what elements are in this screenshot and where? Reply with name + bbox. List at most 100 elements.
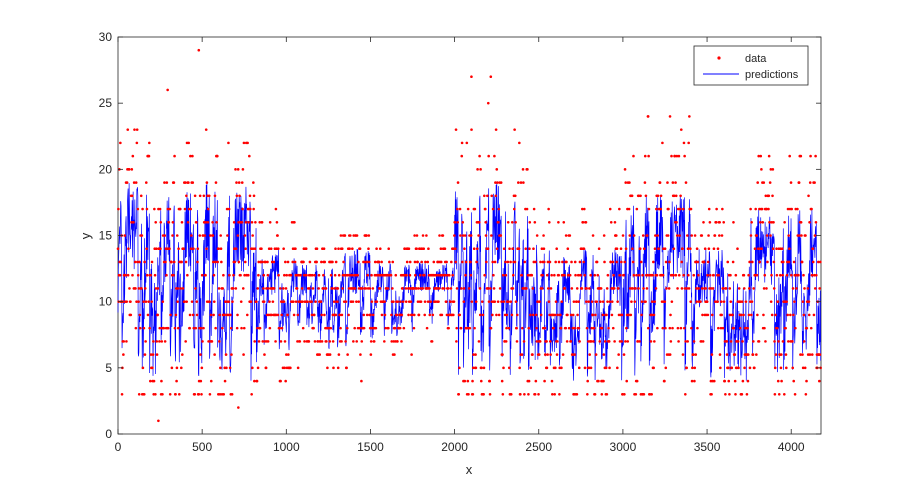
data-point (183, 207, 187, 211)
data-point (198, 234, 202, 237)
data-point (195, 220, 198, 224)
data-point (751, 260, 754, 264)
data-point (467, 393, 470, 396)
data-point (664, 260, 668, 264)
data-point (611, 260, 615, 264)
data-point (635, 207, 639, 211)
data-point (174, 393, 177, 396)
data-point (131, 273, 134, 277)
data-point (761, 220, 765, 224)
data-point (583, 273, 586, 277)
data-point (494, 194, 498, 198)
data-point (534, 260, 537, 264)
data-point (144, 300, 148, 303)
data-point (403, 247, 407, 251)
data-point (668, 260, 671, 264)
data-point (763, 326, 766, 330)
data-point (122, 340, 126, 343)
data-point (756, 181, 759, 184)
data-point (624, 340, 627, 343)
data-point (190, 234, 193, 237)
data-point (654, 287, 658, 290)
data-point (205, 181, 209, 184)
data-point (714, 220, 718, 224)
data-point (170, 366, 174, 370)
data-point (510, 313, 514, 317)
data-point (710, 353, 714, 356)
data-point (589, 273, 593, 277)
data-point (764, 194, 768, 198)
data-point (756, 247, 760, 251)
data-point (172, 260, 176, 264)
data-point (284, 260, 287, 264)
data-point (240, 181, 244, 184)
data-point (276, 313, 280, 317)
data-point (283, 340, 287, 343)
data-point (768, 181, 772, 184)
data-point (728, 313, 732, 317)
data-point (557, 220, 560, 224)
data-point (417, 287, 420, 290)
data-point (419, 300, 423, 303)
data-point (624, 247, 628, 251)
data-point (329, 326, 333, 330)
data-point (756, 313, 759, 317)
data-point (192, 247, 195, 251)
data-point (455, 287, 459, 290)
data-point (739, 313, 743, 317)
data-point (477, 234, 480, 237)
data-point (218, 393, 222, 396)
data-point (606, 273, 610, 277)
data-point (554, 366, 557, 370)
data-point (222, 273, 225, 277)
data-point (224, 300, 228, 303)
data-point (350, 273, 354, 277)
data-point (634, 287, 637, 290)
data-point (701, 340, 705, 343)
data-point (657, 247, 661, 251)
data-point (689, 207, 693, 211)
data-point (785, 273, 789, 277)
data-point (591, 313, 595, 317)
data-point (563, 273, 566, 277)
data-point (590, 300, 594, 303)
data-point (489, 287, 492, 290)
data-point (504, 260, 507, 264)
data-point (452, 300, 456, 303)
data-point (280, 313, 283, 317)
legend: data predictions (693, 45, 809, 86)
data-point (472, 247, 476, 251)
data-point (235, 194, 239, 198)
data-point (730, 366, 734, 370)
data-point (364, 287, 368, 290)
data-point (744, 300, 748, 303)
data-point (783, 393, 786, 396)
data-point (720, 300, 723, 303)
data-point (317, 273, 321, 277)
data-point (716, 247, 720, 251)
data-point (667, 207, 670, 211)
data-point (391, 260, 395, 264)
data-point (603, 260, 606, 264)
data-point (650, 393, 653, 396)
data-point (603, 340, 607, 343)
data-point (184, 340, 187, 343)
data-point (441, 234, 445, 237)
data-point (583, 207, 586, 211)
data-point (571, 353, 574, 356)
data-point (506, 220, 510, 224)
data-point (360, 340, 364, 343)
data-point (158, 340, 161, 343)
data-point (329, 273, 333, 277)
data-point (539, 260, 542, 264)
data-point (440, 313, 444, 317)
data-point (559, 313, 562, 317)
data-point (542, 234, 545, 237)
data-point (575, 393, 579, 396)
data-point (351, 300, 355, 303)
data-point (158, 326, 162, 330)
data-point (602, 379, 605, 383)
data-point (785, 366, 788, 370)
data-point (268, 300, 271, 303)
data-point (124, 273, 128, 277)
